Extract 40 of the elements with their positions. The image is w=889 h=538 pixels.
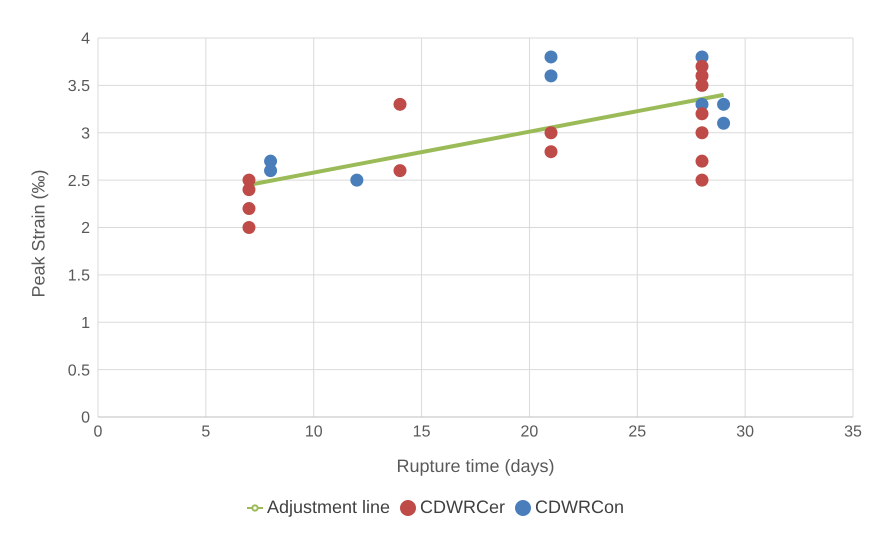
y-tick-label: 3.5 bbox=[68, 78, 90, 96]
legend-label: CDWRCer bbox=[420, 497, 506, 517]
point bbox=[717, 98, 730, 111]
x-tick-label: 25 bbox=[628, 423, 646, 440]
x-tick-label: 0 bbox=[94, 423, 103, 440]
point bbox=[544, 145, 558, 158]
y-tick-label: 3 bbox=[81, 125, 90, 142]
point bbox=[717, 116, 730, 130]
x-tick-label: 5 bbox=[201, 423, 210, 440]
y-tick-label: 1.5 bbox=[68, 268, 90, 285]
y-tick-label: 0 bbox=[81, 410, 90, 427]
point bbox=[544, 50, 558, 64]
x-tick-label: 20 bbox=[520, 423, 538, 440]
point bbox=[696, 107, 708, 120]
point bbox=[264, 164, 278, 178]
legend-label: CDWRCon bbox=[535, 497, 624, 517]
x-axis-title: Rupture time (days) bbox=[396, 456, 555, 476]
x-tick-label: 10 bbox=[304, 423, 323, 440]
x-tick-label: 35 bbox=[844, 423, 862, 440]
y-tick-label: 0.5 bbox=[68, 362, 90, 380]
point bbox=[242, 221, 256, 234]
y-tick-label: 2.5 bbox=[68, 172, 90, 190]
x-tick-label: 15 bbox=[412, 423, 431, 440]
point bbox=[696, 78, 708, 92]
point bbox=[544, 69, 558, 82]
y-axis-title: Peak Strain (‰) bbox=[28, 169, 48, 298]
point bbox=[242, 202, 256, 216]
point bbox=[242, 183, 256, 196]
point bbox=[394, 98, 406, 111]
x-tick-label: 30 bbox=[736, 423, 754, 440]
point bbox=[696, 174, 708, 187]
point bbox=[394, 164, 406, 178]
point bbox=[350, 174, 364, 187]
y-tick-label: 4 bbox=[81, 30, 90, 48]
y-tick-label: 1 bbox=[81, 314, 90, 332]
point bbox=[544, 126, 558, 140]
point bbox=[696, 126, 708, 140]
legend-label: Adjustment line bbox=[266, 497, 390, 517]
point bbox=[696, 154, 708, 168]
y-tick-label: 2 bbox=[81, 220, 90, 238]
